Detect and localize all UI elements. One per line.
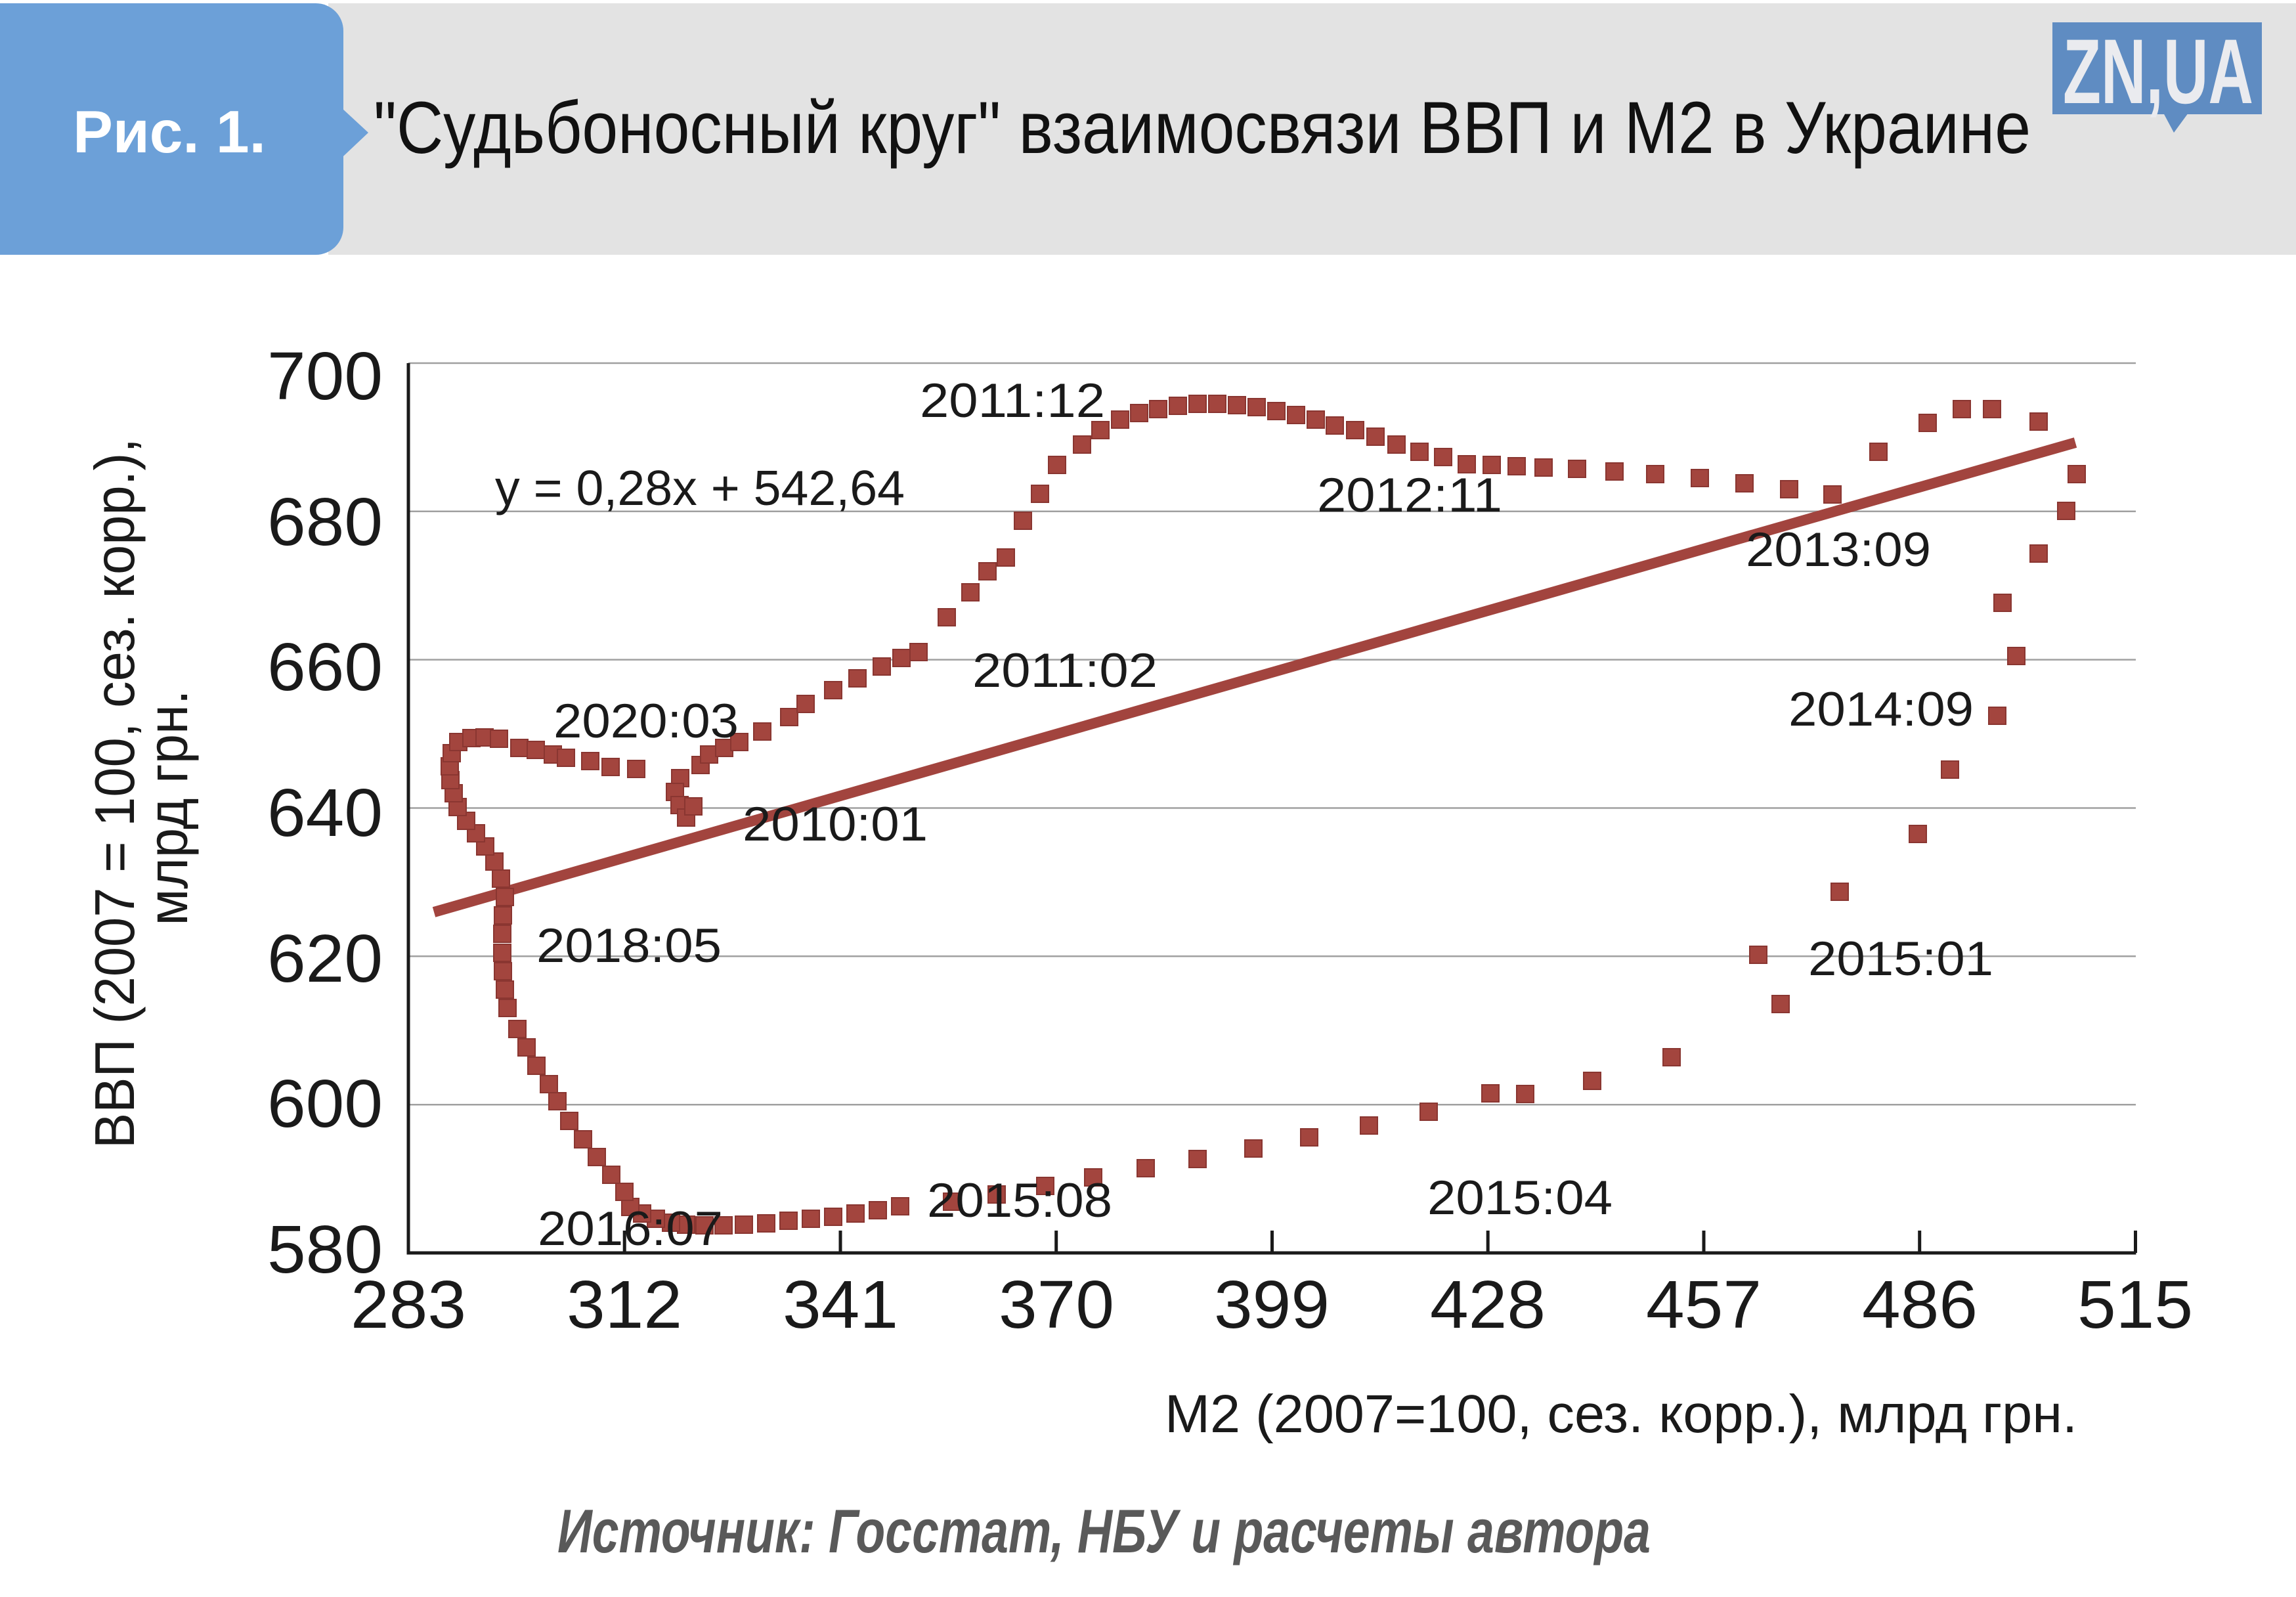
svg-text:341: 341 bbox=[783, 1267, 898, 1342]
svg-text:457: 457 bbox=[1646, 1267, 1762, 1342]
svg-text:y = 0,28x + 542,64: y = 0,28x + 542,64 bbox=[495, 460, 905, 515]
svg-text:М2 (2007=100, сез. корр.), млр: М2 (2007=100, сез. корр.), млрд грн. bbox=[1165, 1384, 2077, 1444]
svg-text:2014:09: 2014:09 bbox=[1788, 683, 1974, 736]
svg-text:2015:01: 2015:01 bbox=[1808, 932, 1993, 986]
svg-text:640: 640 bbox=[267, 775, 383, 850]
svg-text:700: 700 bbox=[267, 338, 383, 414]
svg-text:млрд грн.: млрд грн. bbox=[137, 690, 200, 926]
svg-text:2010:01: 2010:01 bbox=[743, 798, 928, 851]
svg-text:600: 600 bbox=[267, 1066, 383, 1141]
svg-text:ВВП (2007 = 100, сез. корр.),: ВВП (2007 = 100, сез. корр.), bbox=[84, 438, 146, 1149]
svg-text:2013:09: 2013:09 bbox=[1746, 523, 1931, 577]
svg-text:370: 370 bbox=[999, 1267, 1114, 1342]
svg-text:Рис. 1.: Рис. 1. bbox=[73, 99, 266, 165]
svg-text:2015:08: 2015:08 bbox=[927, 1174, 1112, 1227]
svg-text:ZN,UA: ZN,UA bbox=[2063, 20, 2253, 123]
svg-text:Источник: Госстат, НБУ и расче: Источник: Госстат, НБУ и расчеты автора bbox=[557, 1497, 1651, 1565]
svg-text:680: 680 bbox=[267, 484, 383, 559]
svg-text:2015:04: 2015:04 bbox=[1427, 1171, 1613, 1225]
svg-text:2018:05: 2018:05 bbox=[536, 919, 722, 973]
svg-text:2011:12: 2011:12 bbox=[920, 374, 1105, 427]
svg-text:2011:02: 2011:02 bbox=[972, 644, 1158, 697]
svg-text:486: 486 bbox=[1862, 1267, 1978, 1342]
svg-text:399: 399 bbox=[1214, 1267, 1330, 1342]
svg-text:283: 283 bbox=[351, 1267, 466, 1342]
svg-text:2016:07: 2016:07 bbox=[538, 1202, 723, 1256]
svg-text:660: 660 bbox=[267, 629, 383, 705]
svg-text:428: 428 bbox=[1430, 1267, 1546, 1342]
svg-text:2020:03: 2020:03 bbox=[553, 695, 739, 748]
svg-text:"Судьбоносный круг" взаимосвяз: "Судьбоносный круг" взаимосвязи ВВП и М2… bbox=[374, 87, 2031, 169]
svg-text:2012:11: 2012:11 bbox=[1317, 469, 1502, 522]
svg-text:312: 312 bbox=[567, 1267, 682, 1342]
svg-text:515: 515 bbox=[2077, 1267, 2193, 1342]
svg-text:580: 580 bbox=[267, 1212, 383, 1287]
svg-text:620: 620 bbox=[267, 921, 383, 996]
